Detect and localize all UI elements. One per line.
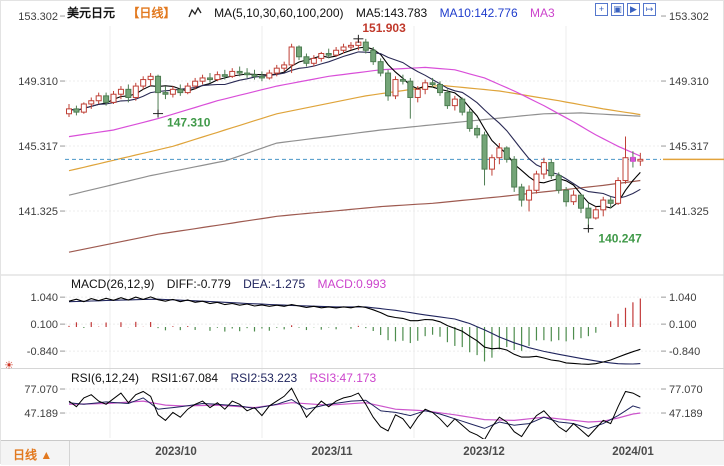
macd-params-label: MACD(26,12,9) [71,277,155,291]
ma-settings-label: MA(5,10,30,60,100,200) [214,6,344,20]
playback-glyph: ▶ [630,4,637,14]
bottom-bar-divider [69,441,70,466]
y-axis-tick: 145.317 [18,141,58,153]
price-annotation: 147.310 [167,116,211,130]
rsi-params-label: RSI(6,12,24) [71,371,140,385]
rsi-legend: RSI(6,12,24) RSI1:67.084 RSI2:53.223 RSI… [71,371,385,385]
rsi3-value-label: RSI3:47.173 [309,371,377,385]
chart-toolbar: + ▣ ▶ ↦ [595,3,656,16]
x-axis-bar: 日线 ▲ 2023/10 2023/11 2023/12 2024/01 [1,440,724,466]
y-axis-tick: 145.317 [669,141,709,153]
main-price-pane [65,46,724,253]
main-chart-legend: 美元日元 【日线】 MA(5,10,30,60,100,200) MA5:143… [67,4,564,22]
ma30-value-label: MA3 [529,6,555,20]
y-axis-tick: 153.302 [669,11,709,23]
y-axis-tick: 149.310 [669,76,709,88]
y-axis-tick: 1.040 [669,292,697,304]
export-icon[interactable]: ↦ [643,3,656,16]
y-axis-tick: 153.302 [18,11,58,23]
price-annotation: 140.247 [598,232,642,246]
y-axis-tick: -0.840 [27,346,58,358]
playback-icon[interactable]: ▶ [627,3,640,16]
y-axis-tick: 141.325 [669,206,709,218]
crosshair-icon[interactable]: + [595,3,608,16]
ma5-value-label: MA5:143.783 [355,6,428,20]
tab-arrow-icon: ▲ [40,448,53,462]
tab-daily-period[interactable]: 日线 ▲ [13,446,52,463]
y-axis-tick: 0.100 [669,319,697,331]
x-axis-label: 2024/01 [612,446,654,458]
y-axis-tick: 77.070 [24,384,58,396]
indicator-pane-icon[interactable]: ▣ [611,3,624,16]
y-axis-tick: 47.189 [669,408,703,420]
y-axis-tick: 1.040 [30,292,58,304]
x-axis-label: 2023/12 [463,446,505,458]
y-axis-tick: 47.189 [24,408,58,420]
y-axis-tick: -0.840 [669,346,700,358]
y-axis-ticks: 153.302 153.302 149.310 149.310 145.317 145.3… [18,11,709,420]
y-axis-tick: 0.100 [30,319,58,331]
sun-icon[interactable]: ☀ [4,360,14,372]
y-axis-tick: 77.070 [669,384,703,396]
price-annotations: 151.903 147.310 140.247 [153,21,642,246]
rsi1-value-label: RSI1:67.084 [151,371,219,385]
tab-daily-label: 日线 [13,448,38,462]
ma10-value-label: MA10:142.776 [439,6,518,20]
candlestick-chart-icon [188,6,202,22]
macd-value-label: MACD:0.993 [317,277,387,291]
symbol-name: 美元日元 [67,6,116,20]
y-axis-tick: 149.310 [18,76,58,88]
x-axis-label: 2023/11 [311,446,353,458]
rsi-pane [68,387,641,439]
y-axis-tick: 141.325 [18,206,58,218]
macd-pane [68,296,641,365]
dea-value-label: DEA:-1.275 [243,277,306,291]
price-annotation: 151.903 [362,21,406,35]
rsi2-value-label: RSI2:53.223 [230,371,298,385]
diff-value-label: DIFF:-0.779 [166,277,231,291]
macd-legend: MACD(26,12,9) DIFF:-0.779 DEA:-1.275 MAC… [71,277,395,291]
indicator-pane-glyph: ▣ [613,4,622,14]
crosshair-glyph: + [598,4,605,14]
gridlines [65,26,661,438]
period-tag: 【日线】 [127,6,176,20]
export-glyph: ↦ [645,4,654,14]
ma-end-marker [630,156,636,162]
x-axis-label: 2023/10 [155,446,197,458]
candlestick-series [66,38,644,229]
